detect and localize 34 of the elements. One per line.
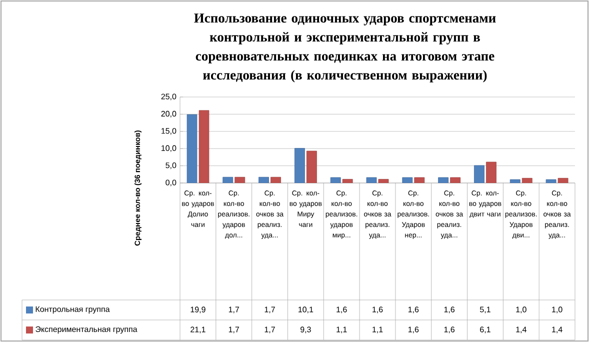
data-label: 10,1 <box>298 306 314 314</box>
bar <box>486 162 496 183</box>
legend-label: Контрольная группа <box>36 306 110 314</box>
y-tick-label: 20,0 <box>161 110 176 118</box>
y-tick-label: 25,0 <box>161 94 176 100</box>
y-tick-label: 0,0 <box>166 180 176 186</box>
data-label: 1,6 <box>408 306 419 314</box>
bar <box>306 150 317 183</box>
legend-label: Экспериментальная группа <box>36 326 138 334</box>
data-label: 21,1 <box>190 326 206 334</box>
data-label: 5,1 <box>480 306 490 314</box>
data-label: 19,9 <box>190 306 206 314</box>
data-label: 1,0 <box>552 306 562 314</box>
data-label: 1,7 <box>264 326 275 334</box>
data-label: 1,0 <box>516 306 526 314</box>
bar <box>294 148 305 183</box>
y-tick-label: 5,0 <box>166 162 176 170</box>
data-label: 9,3 <box>300 326 311 334</box>
data-label: 1,6 <box>444 326 455 334</box>
data-label: 1,1 <box>372 326 383 334</box>
data-label: 6,1 <box>480 326 490 334</box>
y-tick-label: 10,0 <box>162 145 176 152</box>
data-label: 1,1 <box>336 326 347 334</box>
data-label: 1,6 <box>372 306 383 314</box>
data-label: 1,6 <box>408 326 419 334</box>
data-label: 1,7 <box>264 306 275 314</box>
chart-title: Использование одиночных ударов спортсменами контрольной и экспериментальной групп в соревновательных поединках на итоговом этапе исследования (в количественном выражении) <box>194 14 496 82</box>
data-label: 1,7 <box>228 326 240 334</box>
data-label: 1,7 <box>228 306 240 314</box>
data-label: 1,4 <box>516 326 526 334</box>
data-label: 1,6 <box>444 306 455 314</box>
y-tick-label: 15,0 <box>162 128 176 135</box>
data-label: 1,6 <box>336 306 347 314</box>
data-label: 1,4 <box>552 326 562 334</box>
